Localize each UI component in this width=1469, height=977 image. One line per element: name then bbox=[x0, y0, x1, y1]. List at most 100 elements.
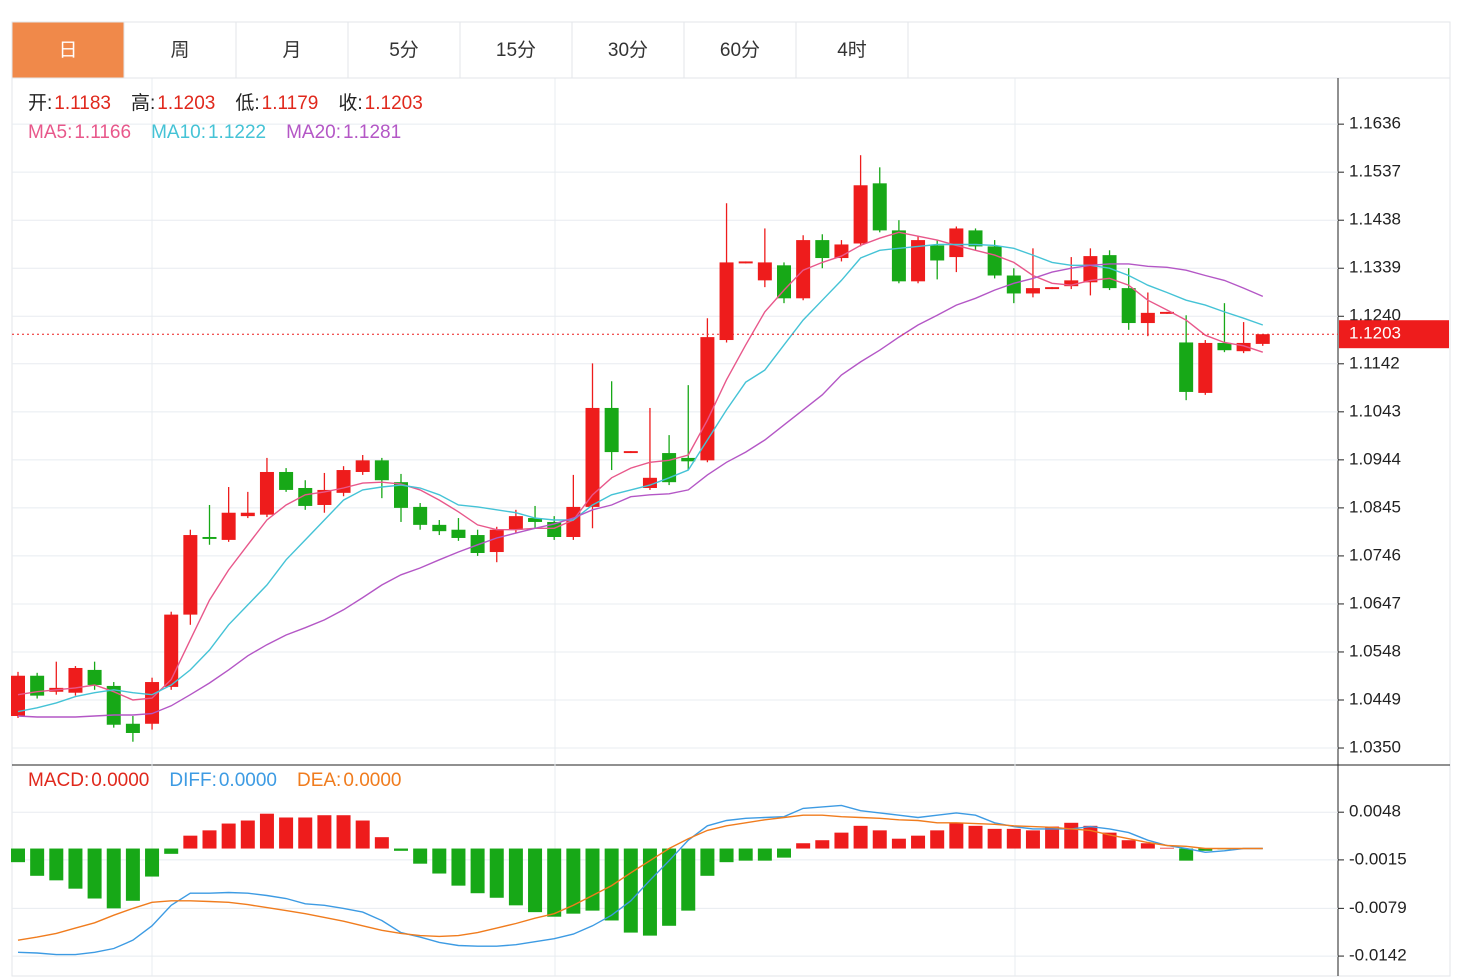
candle-body bbox=[547, 521, 562, 537]
tab[interactable]: 日 bbox=[11, 21, 125, 79]
macd-bar bbox=[164, 848, 179, 854]
tab[interactable]: 5分 bbox=[347, 21, 461, 79]
macd-bar bbox=[317, 815, 332, 849]
candle-body bbox=[1160, 311, 1174, 314]
macd-bar bbox=[968, 825, 983, 849]
macd-bar bbox=[662, 848, 677, 926]
tab[interactable]: 月 bbox=[235, 21, 349, 79]
tab-label: 15分 bbox=[496, 39, 536, 61]
macd-bar bbox=[642, 848, 657, 936]
candle-body bbox=[394, 482, 408, 508]
ma-legend-value: 1.1222 bbox=[208, 122, 266, 143]
tab-label: 30分 bbox=[608, 39, 648, 61]
macd-bar bbox=[681, 848, 696, 911]
y-tick-label: 1.0449 bbox=[1349, 689, 1401, 708]
macd-bar bbox=[1083, 825, 1098, 849]
macd-bar bbox=[489, 848, 504, 898]
candle-body bbox=[125, 723, 140, 733]
candle-body bbox=[470, 535, 485, 553]
candle-body bbox=[1102, 255, 1117, 289]
macd-legend: MACD: bbox=[28, 770, 89, 791]
ohlc-legend: 高: bbox=[131, 92, 155, 114]
candle-body bbox=[11, 675, 25, 717]
candle-body bbox=[604, 407, 619, 453]
macd-bar bbox=[413, 848, 428, 864]
ma-legend: MA10: bbox=[151, 122, 206, 143]
macd-bar bbox=[719, 848, 734, 863]
tab-bg bbox=[235, 21, 349, 79]
ma-legend: MA20: bbox=[286, 122, 341, 143]
macd-bar bbox=[949, 822, 964, 849]
tab[interactable]: 60分 bbox=[683, 21, 797, 79]
candle-body bbox=[374, 460, 389, 481]
y-tick-label: 1.0548 bbox=[1349, 641, 1401, 660]
candle-body bbox=[355, 460, 370, 472]
ma-legend: MA5: bbox=[28, 122, 72, 143]
indicator-line bbox=[17, 263, 1264, 718]
candle-body bbox=[1083, 256, 1098, 283]
candle-body bbox=[1255, 334, 1270, 344]
candle-body bbox=[1121, 288, 1136, 324]
macd-bar bbox=[528, 848, 543, 913]
last-price-label: 1.1203 bbox=[1349, 324, 1401, 343]
macd-bar bbox=[49, 848, 64, 881]
candle-body bbox=[183, 535, 198, 615]
macd-bar bbox=[1025, 830, 1040, 849]
candle-body bbox=[1025, 288, 1040, 294]
candle-body bbox=[968, 230, 983, 247]
tab-bg bbox=[11, 21, 125, 79]
indicator-line bbox=[17, 804, 1263, 956]
y-tick-label: 1.0845 bbox=[1349, 497, 1401, 516]
macd-bar bbox=[451, 848, 466, 886]
tab-bg bbox=[123, 21, 237, 79]
tab-label: 4时 bbox=[837, 39, 867, 61]
macd-bar bbox=[853, 825, 868, 849]
candle-body bbox=[872, 183, 887, 231]
candle-body bbox=[221, 512, 236, 540]
candle-body bbox=[298, 487, 313, 506]
macd-bar bbox=[1160, 847, 1174, 849]
tab-label: 月 bbox=[282, 40, 301, 61]
indicator-line bbox=[17, 231, 1264, 701]
candle-body bbox=[930, 245, 945, 261]
ohlc-legend-value: 1.1183 bbox=[54, 93, 111, 114]
macd-bar bbox=[1045, 826, 1060, 849]
ohlc-legend-value: 1.1203 bbox=[365, 93, 423, 114]
candle-body bbox=[911, 240, 926, 282]
macd-legend-value: 0.0000 bbox=[91, 770, 149, 791]
macd-legend: DEA: bbox=[297, 770, 341, 791]
y-tick-label: 1.0746 bbox=[1349, 545, 1401, 564]
candle-body bbox=[87, 669, 102, 685]
macd-legend: DIFF: bbox=[169, 770, 217, 791]
candle-body bbox=[508, 516, 523, 530]
candle-body bbox=[1198, 342, 1213, 393]
y-tick-label: -0.0142 bbox=[1349, 946, 1407, 965]
indicator-line bbox=[17, 814, 1263, 941]
macd-bar bbox=[355, 820, 370, 849]
ma-legend-value: 1.1281 bbox=[343, 122, 401, 143]
macd-bar bbox=[145, 848, 160, 877]
candle-body bbox=[642, 477, 657, 488]
candle-body bbox=[164, 614, 179, 687]
macd-bar bbox=[585, 848, 600, 911]
ohlc-legend: 开: bbox=[28, 93, 52, 114]
macd-bar bbox=[911, 835, 926, 849]
macd-bar bbox=[374, 837, 389, 849]
macd-bar bbox=[700, 848, 715, 876]
tab-bg bbox=[459, 21, 573, 79]
macd-bar bbox=[394, 848, 408, 851]
macd-bar bbox=[508, 848, 523, 906]
macd-bar bbox=[68, 848, 83, 889]
tab[interactable]: 周 bbox=[123, 21, 237, 79]
macd-legend-value: 0.0000 bbox=[343, 770, 401, 791]
candle-body bbox=[317, 489, 332, 505]
macd-bar bbox=[815, 840, 830, 849]
tab-bg bbox=[571, 21, 685, 79]
macd-bar bbox=[604, 848, 619, 921]
tab[interactable]: 30分 bbox=[571, 21, 685, 79]
tab[interactable]: 4时 bbox=[795, 21, 909, 79]
macd-bar bbox=[566, 848, 581, 914]
macd-bar bbox=[738, 848, 753, 861]
tab[interactable]: 15分 bbox=[459, 21, 573, 79]
